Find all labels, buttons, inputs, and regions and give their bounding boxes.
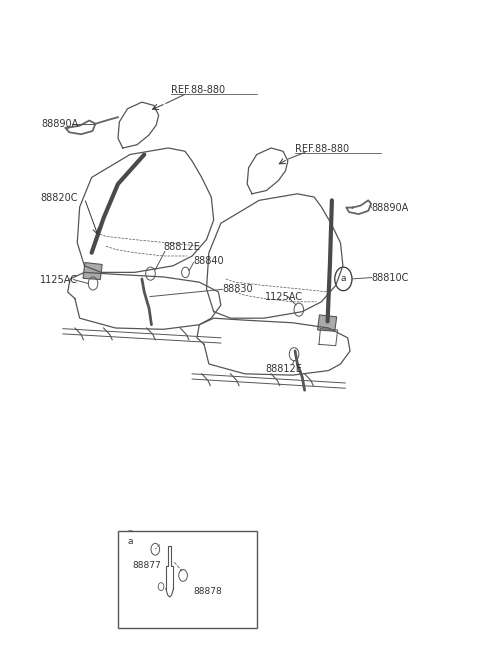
Text: a: a <box>128 537 133 546</box>
Text: 88830: 88830 <box>222 285 253 295</box>
Text: 88810C: 88810C <box>372 273 409 283</box>
Bar <box>118 531 257 628</box>
Text: 88812E: 88812E <box>163 242 200 252</box>
Polygon shape <box>83 262 102 279</box>
Text: 88840: 88840 <box>193 256 224 266</box>
Text: REF.88-880: REF.88-880 <box>170 85 225 95</box>
Circle shape <box>123 531 138 552</box>
Text: 88812E: 88812E <box>265 363 302 373</box>
Polygon shape <box>318 315 336 331</box>
Text: 88890A: 88890A <box>372 203 409 213</box>
Text: 88820C: 88820C <box>40 194 77 203</box>
Text: 88877: 88877 <box>132 561 161 570</box>
Text: 1125AC: 1125AC <box>40 275 78 285</box>
Text: 88890A: 88890A <box>41 119 79 129</box>
Circle shape <box>335 267 352 291</box>
Text: 1125AC: 1125AC <box>265 291 303 302</box>
Text: REF.88-880: REF.88-880 <box>295 144 349 154</box>
Text: 88878: 88878 <box>193 586 222 596</box>
Text: a: a <box>341 274 346 283</box>
